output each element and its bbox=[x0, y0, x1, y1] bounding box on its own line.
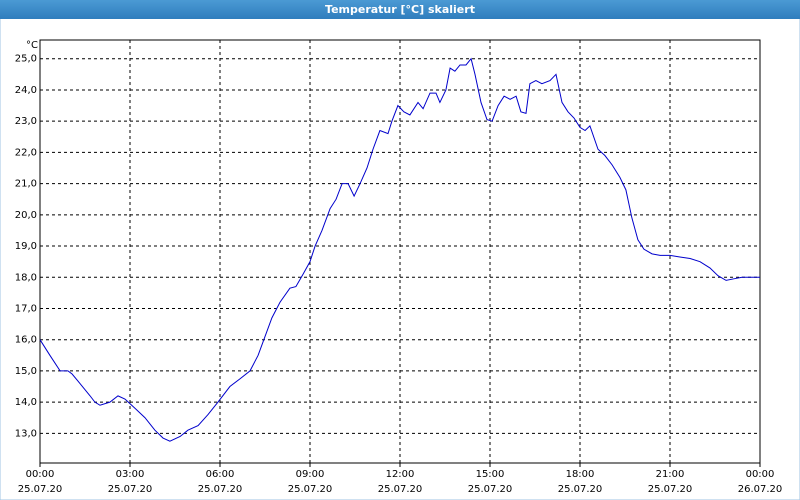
y-tick-label: 22,0 bbox=[15, 147, 37, 158]
x-tick-date: 25.07.20 bbox=[198, 484, 243, 495]
y-tick-label: 15,0 bbox=[15, 366, 37, 377]
x-tick-label: 00:00 bbox=[26, 469, 55, 480]
x-tick-date: 25.07.20 bbox=[468, 484, 513, 495]
x-tick-date: 25.07.20 bbox=[378, 484, 423, 495]
x-tick-label: 06:00 bbox=[206, 469, 235, 480]
x-tick-label: 15:00 bbox=[476, 469, 505, 480]
y-unit-label: °C bbox=[26, 40, 38, 51]
x-tick-label: 00:00 bbox=[746, 469, 775, 480]
chart-title: Temperatur [°C] skaliert bbox=[325, 3, 475, 16]
x-tick-date: 25.07.20 bbox=[108, 484, 153, 495]
y-tick-label: 25,0 bbox=[15, 54, 37, 65]
x-tick-date: 25.07.20 bbox=[558, 484, 603, 495]
y-tick-label: 16,0 bbox=[15, 335, 37, 346]
x-tick-label: 18:00 bbox=[566, 469, 595, 480]
y-tick-label: 23,0 bbox=[15, 116, 37, 127]
title-bar bbox=[0, 0, 800, 19]
y-tick-label: 21,0 bbox=[15, 179, 37, 190]
y-tick-label: 18,0 bbox=[15, 272, 37, 283]
x-tick-date: 25.07.20 bbox=[18, 484, 63, 495]
x-tick-label: 21:00 bbox=[656, 469, 685, 480]
y-tick-label: 19,0 bbox=[15, 241, 37, 252]
x-tick-date: 26.07.20 bbox=[738, 484, 783, 495]
x-tick-label: 12:00 bbox=[386, 469, 415, 480]
x-tick-label: 03:00 bbox=[116, 469, 145, 480]
data-line bbox=[39, 57, 760, 442]
x-tick-label: 09:00 bbox=[296, 469, 325, 480]
y-tick-label: 20,0 bbox=[15, 210, 37, 221]
y-tick-label: 17,0 bbox=[15, 303, 37, 314]
x-tick-date: 25.07.20 bbox=[288, 484, 333, 495]
y-tick-label: 13,0 bbox=[15, 428, 37, 439]
x-tick-date: 25.07.20 bbox=[648, 484, 693, 495]
y-tick-label: 24,0 bbox=[15, 85, 37, 96]
y-tick-label: 14,0 bbox=[15, 397, 37, 408]
